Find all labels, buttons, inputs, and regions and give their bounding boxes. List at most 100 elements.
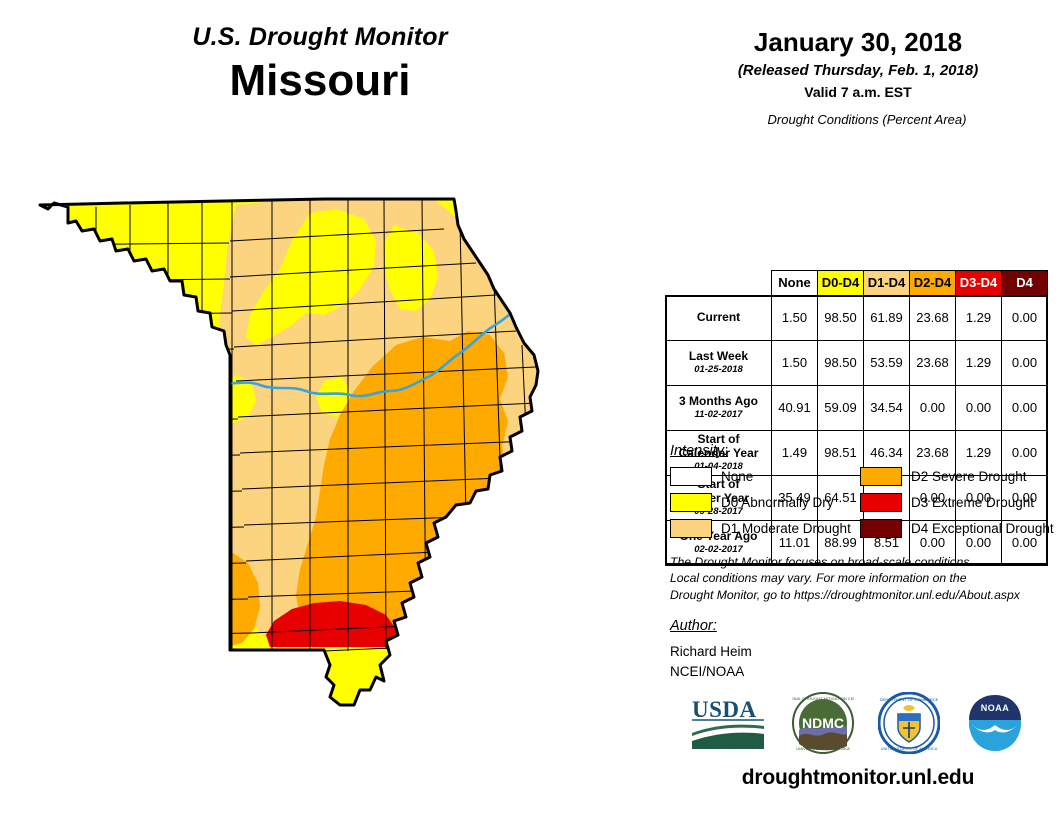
table-row: Current 1.50 98.50 61.89 23.68 1.29 0.00: [665, 294, 1048, 341]
row-date: 11-02-2017: [694, 408, 743, 420]
drought-conditions-table: None D0-D4 D1-D4 D2-D4 D3-D4 D4 Current 1.50 98…: [665, 269, 1055, 566]
cell-d3-d4: 1.29: [955, 294, 1002, 341]
cell-d4: 0.00: [1001, 384, 1048, 431]
svg-text:UNIVERSITY OF NEBRASKA: UNIVERSITY OF NEBRASKA: [796, 746, 850, 751]
map-svg: [38, 197, 540, 707]
usda-logo[interactable]: USDA: [690, 695, 768, 756]
table-row: 3 Months Ago 11-02-2017 40.91 59.09 34.54 0.0…: [665, 384, 1048, 431]
legend-item: D2 Severe Drought: [860, 467, 1050, 486]
row-label: 3 Months Ago 11-02-2017: [665, 384, 772, 431]
cell-none: 11.01: [771, 519, 818, 566]
legend-label: D0 Abnormally Dry: [721, 495, 834, 510]
missouri-drought-map[interactable]: [24, 185, 644, 715]
legend-item: D4 Exceptional Drought: [860, 519, 1054, 538]
disclaimer-line-2: Local conditions may vary. For more info…: [670, 571, 967, 586]
row-date: 01-25-2018: [694, 363, 743, 375]
cell-none: 1.49: [771, 429, 818, 476]
author-heading: Author:: [670, 618, 717, 634]
cell-d0-d4: 98.50: [817, 339, 864, 386]
column-header-d4: D4: [1001, 269, 1048, 296]
table-body: Current 1.50 98.50 61.89 23.68 1.29 0.00 Last W…: [665, 294, 1048, 566]
release-date: January 30, 2018: [753, 27, 963, 57]
row-label: Last Week 01-25-2018: [665, 339, 772, 386]
column-header-d0-d4: D0-D4: [817, 269, 864, 296]
cell-none: 1.50: [771, 294, 818, 341]
svg-text:NOAA: NOAA: [981, 703, 1010, 713]
cell-d3-d4: 0.00: [955, 384, 1002, 431]
valid-time: Valid 7 a.m. EST: [804, 83, 912, 100]
fill-d1-west-lobe: [130, 419, 212, 649]
cell-d1-d4: 34.54: [863, 384, 910, 431]
fill-d0-central-strip: [316, 377, 350, 417]
noaa-logo[interactable]: NOAA: [964, 692, 1026, 759]
cell-none: 1.50: [771, 339, 818, 386]
cell-none: 40.91: [771, 384, 818, 431]
svg-text:NDMC: NDMC: [802, 715, 844, 731]
cell-d2-d4: 23.68: [909, 429, 956, 476]
legend-label: D4 Exceptional Drought: [911, 521, 1054, 536]
table-row: Last Week 01-25-2018 1.50 98.50 53.59 23.68 1.…: [665, 339, 1048, 386]
row-date: 02-02-2017: [694, 543, 743, 555]
table-caption: Drought Conditions (Percent Area): [767, 111, 967, 127]
intensity-heading: Intensity:: [670, 443, 729, 459]
program-title: U.S. Drought Monitor: [192, 23, 448, 51]
map-panel: U.S. Drought Monitor Missouri: [0, 23, 644, 715]
cell-d4: 0.00: [1001, 339, 1048, 386]
missouri-state-outline: [38, 197, 540, 707]
legend-item: D1 Moderate Drought: [670, 519, 860, 538]
cell-d2-d4: 0.00: [909, 384, 956, 431]
fill-none-bootheel-east: [522, 617, 538, 705]
svg-text:NATIONAL DROUGHT MITIGATION CE: NATIONAL DROUGHT MITIGATION CENTER: [792, 696, 854, 701]
released-note: (Released Thursday, Feb. 1, 2018): [737, 61, 979, 79]
cell-d0-d4: 88.99: [817, 519, 864, 566]
drought-fill-layers: [40, 199, 538, 705]
legend-label: D1 Moderate Drought: [721, 521, 851, 536]
cell-d0-d4: 59.09: [817, 384, 864, 431]
svg-text:DEPARTMENT OF COMMERCE: DEPARTMENT OF COMMERCE: [880, 697, 939, 702]
legend-grid: None D2 Severe Drought D0 Abnormally Dry D3…: [670, 467, 1054, 538]
column-header-none: None: [771, 269, 818, 296]
commerce-logo[interactable]: DEPARTMENT OF COMMERCE UNITED STATES OF …: [877, 691, 941, 759]
legend-item: D0 Abnormally Dry: [670, 493, 860, 512]
svg-text:UNITED STATES OF AMERICA: UNITED STATES OF AMERICA: [881, 746, 938, 751]
intensity-legend: Intensity: None D2 Severe Drought D0 Abnor…: [670, 443, 1054, 538]
cell-d4: 0.00: [1001, 294, 1048, 341]
fill-d0-north-pocket: [246, 209, 376, 345]
legend-swatch: [860, 519, 902, 538]
cell-d0-d4: 64.51: [817, 474, 864, 521]
disclaimer-line-3: Drought Monitor, go to https://droughtmo…: [670, 587, 1020, 602]
row-date: 09-28-2017: [694, 505, 743, 517]
fill-d3: [266, 601, 400, 647]
table-row: One Year Ago 02-02-2017 11.01 88.99 8.51 0.00…: [665, 519, 1048, 566]
legend-label: D3 Extreme Drought: [911, 495, 1035, 510]
state-title: Missouri: [229, 55, 411, 105]
cell-d4: 0.00: [1001, 429, 1048, 476]
disclaimer-text: The Drought Monitor focuses on broad-sca…: [670, 554, 1050, 603]
legend-label: None: [721, 469, 754, 484]
column-header-d3-d4: D3-D4: [955, 269, 1002, 296]
disclaimer-line-1: The Drought Monitor focuses on broad-sca…: [670, 555, 973, 569]
legend-swatch: [860, 493, 902, 512]
author-affiliation: NCEI/NOAA: [670, 663, 745, 679]
cell-d0-d4: 98.50: [817, 294, 864, 341]
header-spacer: [666, 270, 772, 295]
row-date: 01-04-2018: [694, 460, 743, 472]
legend-swatch: [670, 467, 712, 486]
legend-label: D2 Severe Drought: [911, 469, 1027, 484]
table-header-row: None D0-D4 D1-D4 D2-D4 D3-D4 D4: [666, 269, 1048, 296]
cell-d3-d4: 1.29: [955, 339, 1002, 386]
legend-item: D3 Extreme Drought: [860, 493, 1050, 512]
legend-swatch: [670, 493, 712, 512]
cell-d2-d4: 23.68: [909, 294, 956, 341]
cell-d0-d4: 98.51: [817, 429, 864, 476]
website-url[interactable]: droughtmonitor.unl.edu: [741, 766, 975, 789]
title-block: U.S. Drought Monitor Missouri: [0, 23, 640, 106]
fill-d0-west-pocket: [166, 443, 208, 541]
legend-item: None: [670, 467, 860, 486]
table-row: Start of Calendar Year 01-04-2018 1.49 98.51…: [665, 429, 1048, 476]
agency-logos: USDA NDMC NATIONAL DROUGHT MITIGATION CE…: [660, 690, 1056, 760]
table-head: None D0-D4 D1-D4 D2-D4 D3-D4 D4: [666, 269, 1048, 296]
info-panel: January 30, 2018 (Released Thursday, Feb…: [660, 0, 1056, 816]
ndmc-logo[interactable]: NDMC NATIONAL DROUGHT MITIGATION CENTER …: [782, 691, 864, 759]
legend-swatch: [670, 519, 712, 538]
